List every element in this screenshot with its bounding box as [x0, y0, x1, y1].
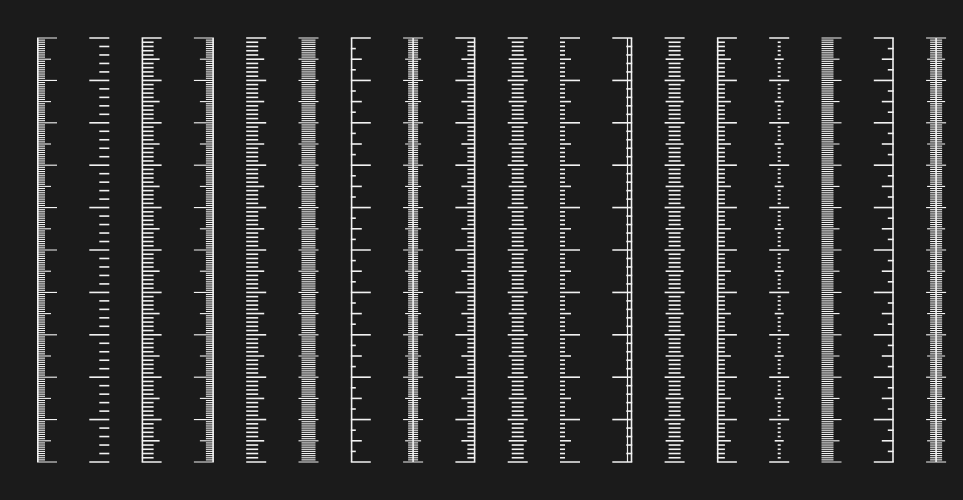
ruler — [926, 37, 947, 463]
ruler — [821, 37, 842, 463]
ruler — [769, 37, 790, 463]
ruler — [246, 37, 267, 463]
ruler — [298, 37, 319, 463]
ruler — [193, 37, 214, 463]
ruler — [403, 37, 424, 463]
ruler — [507, 37, 528, 463]
ruler — [664, 37, 685, 463]
ruler — [873, 37, 894, 463]
ruler — [141, 37, 162, 463]
ruler — [350, 37, 371, 463]
ruler — [560, 37, 580, 463]
ruler — [89, 37, 110, 463]
ruler — [612, 37, 633, 463]
ruler — [716, 37, 737, 463]
ruler — [455, 37, 476, 463]
ruler — [36, 37, 57, 463]
